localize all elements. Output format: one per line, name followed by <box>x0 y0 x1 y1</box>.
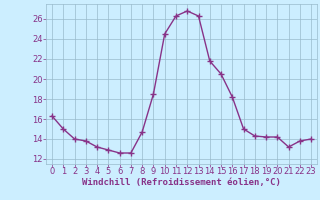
X-axis label: Windchill (Refroidissement éolien,°C): Windchill (Refroidissement éolien,°C) <box>82 178 281 187</box>
